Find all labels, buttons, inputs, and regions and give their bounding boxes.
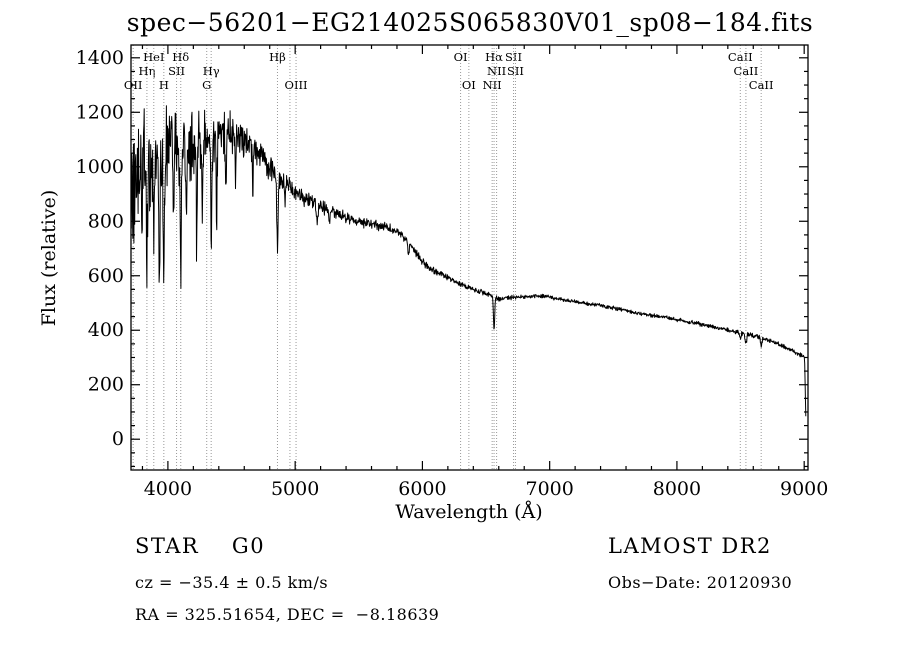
spectral-line-label: Hη [138,64,155,78]
y-tick-label: 800 [88,210,124,232]
y-tick-label: 200 [88,374,124,396]
y-tick-label: 400 [88,319,124,341]
spectral-line-label: CaII [749,78,774,92]
spectral-line-label: CaII [734,64,759,78]
spectral-line-label: H [159,78,169,92]
x-axis-label: Wavelength (Å) [395,501,542,523]
spectral-line-label: HeI [143,50,164,64]
spectral-line-label: SII [507,64,524,78]
spectral-line-label: NII [483,78,502,92]
spectral-line-label: OI [454,50,468,64]
x-tick-label: 9000 [780,478,828,500]
cz-value: cz = −35.4 ± 0.5 km/s [135,573,329,592]
spectral-line-label: Hβ [269,50,286,64]
y-tick-label: 1000 [76,156,124,178]
y-axis-label: Flux (relative) [38,190,60,327]
x-tick-label: 8000 [653,478,701,500]
y-tick-label: 0 [112,428,124,450]
ra-dec-coordinates: RA = 325.51654, DEC = −8.18639 [135,605,440,624]
spectral-line-label: SII [505,50,522,64]
y-tick-label: 1400 [76,47,124,69]
spectral-line-label: OIII [285,78,308,92]
spectrum-trace [130,105,807,417]
object-class-label: STAR G0 [135,534,266,558]
y-tick-label: 1200 [76,101,124,123]
survey-label: LAMOST DR2 [608,534,772,558]
spectral-line-label: G [202,78,211,92]
spectral-line-label: Hγ [203,64,220,78]
spectral-line-label: SII [168,64,185,78]
y-tick-label: 600 [88,265,124,287]
spectral-line-label: CaII [728,50,753,64]
spectral-line-label: OI [462,78,476,92]
x-tick-label: 6000 [398,478,446,500]
spectral-line-label: Hδ [172,50,189,64]
spectral-line-label: Hα [485,50,503,64]
x-tick-label: 4000 [144,478,192,500]
spectral-line-label: NII [487,64,506,78]
x-tick-label: 7000 [525,478,573,500]
plot-title: spec−56201−EG214025S065830V01_sp08−184.f… [127,8,814,37]
plot-frame [130,44,809,471]
x-tick-label: 5000 [271,478,319,500]
obs-date: Obs−Date: 20120930 [608,573,793,592]
